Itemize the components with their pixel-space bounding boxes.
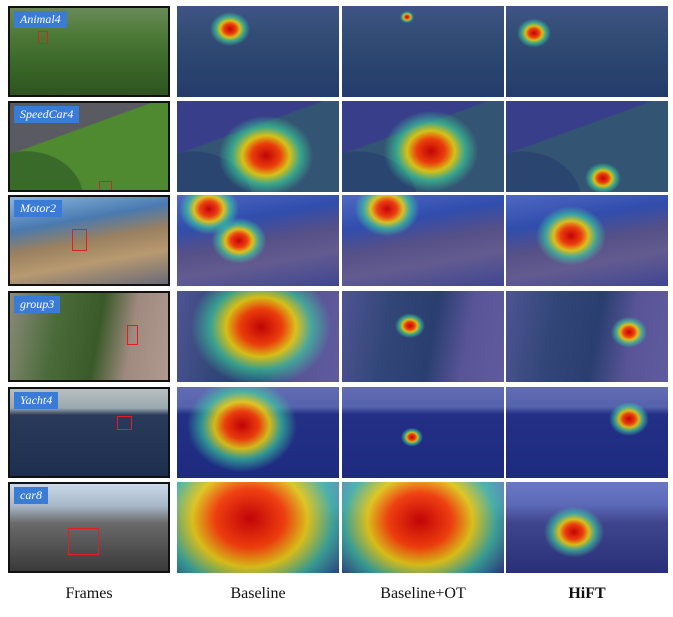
sequence-label: Animal4: [14, 11, 67, 28]
column-label: Frames: [65, 585, 113, 602]
heatmap-image: [177, 387, 339, 478]
heatmap-tint: [342, 387, 504, 478]
frame-image: Animal4: [8, 6, 170, 97]
sequence-label: SpeedCar4: [14, 106, 80, 123]
heatmap-tint: [177, 6, 339, 97]
heatmap-image: [506, 6, 668, 97]
heatmap-image: [177, 291, 339, 382]
heat-blob: [611, 316, 648, 348]
heat-blob: [395, 312, 426, 339]
heatmap-tint: [342, 291, 504, 382]
heat-blob: [535, 206, 606, 266]
heatmap-image: [342, 291, 504, 382]
heatmap-image: [177, 195, 339, 286]
heatmap-image: [177, 6, 339, 97]
heatmap-image: [342, 195, 504, 286]
heat-blob: [177, 482, 339, 573]
heatmap-image: [506, 195, 668, 286]
heatmap-image: [177, 482, 339, 573]
heat-blob: [585, 163, 622, 192]
heatmap-image: [506, 482, 668, 573]
heat-blob: [211, 217, 267, 264]
target-box: [71, 228, 87, 251]
heatmap-image: [342, 101, 504, 192]
heat-blob: [544, 506, 605, 558]
heatmap-image: [342, 6, 504, 97]
heatmap-image: [506, 387, 668, 478]
frame-image: Yacht4: [8, 387, 170, 478]
target-box: [116, 416, 132, 431]
column-label: Baseline+OT: [380, 585, 466, 602]
heat-blob: [210, 11, 251, 46]
heat-blob: [383, 110, 479, 192]
sequence-label: group3: [14, 296, 61, 313]
heatmap-tint: [342, 6, 504, 97]
heatmap-image: [506, 101, 668, 192]
heat-blob: [516, 18, 551, 48]
target-box: [37, 30, 48, 44]
sequence-label: car8: [14, 487, 48, 504]
heatmap-image: [177, 101, 339, 192]
heat-blob: [191, 291, 332, 382]
target-box: [68, 527, 100, 556]
frame-image: SpeedCar4: [8, 101, 170, 192]
heat-blob: [342, 482, 504, 573]
frame-image: group3: [8, 291, 170, 382]
frame-image: car8: [8, 482, 170, 573]
target-box: [126, 324, 139, 346]
heat-blob: [399, 10, 414, 23]
heat-blob: [609, 401, 650, 436]
column-label: HiFT: [568, 585, 606, 602]
heatmap-image: [506, 291, 668, 382]
heat-blob: [400, 427, 423, 447]
frame-image: Motor2: [8, 195, 170, 286]
heat-blob: [186, 387, 297, 472]
column-label: Baseline: [230, 585, 286, 602]
heatmap-image: [342, 482, 504, 573]
heat-blob: [218, 115, 314, 192]
target-box: [99, 181, 113, 190]
sequence-label: Motor2: [14, 200, 62, 217]
sequence-label: Yacht4: [14, 392, 59, 409]
heatmap-tint: [506, 387, 668, 478]
heatmap-image: [342, 387, 504, 478]
